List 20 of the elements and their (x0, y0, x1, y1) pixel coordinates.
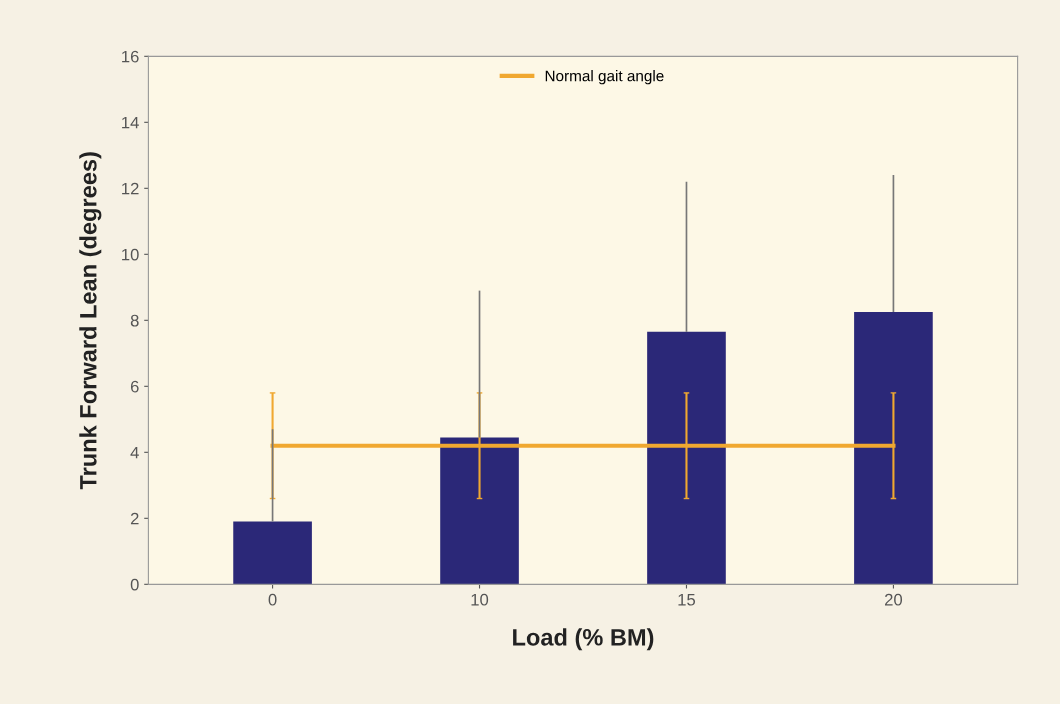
bar (854, 312, 933, 585)
x-tick-label: 10 (471, 593, 489, 606)
x-tick-label: 15 (678, 593, 696, 606)
y-tick-label: 16 (122, 50, 139, 63)
bar (647, 331, 726, 585)
y-tick-label: 10 (122, 248, 139, 261)
y-tick-label: 4 (130, 446, 139, 459)
y-tick-label: 2 (130, 512, 139, 525)
y-tick-label: 14 (122, 116, 139, 129)
y-tick-label: 0 (130, 578, 139, 591)
x-tick-label: 20 (885, 593, 903, 606)
bar (233, 521, 312, 585)
bar (440, 437, 519, 585)
x-axis-title: Load (% BM) (513, 628, 654, 651)
x-tick-label: 0 (268, 593, 277, 606)
y-tick-label: 12 (122, 182, 139, 195)
y-tick-label: 8 (130, 314, 139, 327)
y-axis-title: Trunk Forward Lean (degrees) (79, 152, 102, 490)
legend-label: Normal gait angle (545, 70, 664, 85)
y-tick-label: 6 (130, 380, 139, 393)
